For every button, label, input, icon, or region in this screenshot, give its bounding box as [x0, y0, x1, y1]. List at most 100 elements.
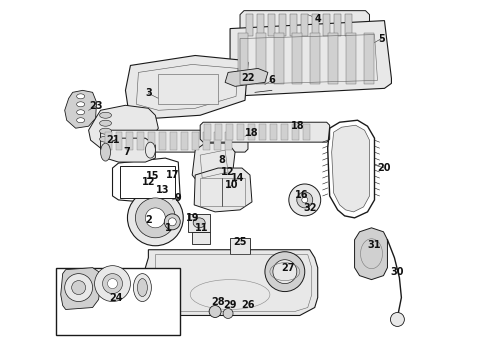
Bar — [204, 124, 211, 140]
Circle shape — [302, 197, 308, 203]
Bar — [56, 268, 180, 336]
Polygon shape — [332, 125, 369, 212]
Text: 4: 4 — [315, 14, 321, 24]
Circle shape — [72, 280, 86, 294]
Ellipse shape — [133, 274, 151, 302]
Bar — [328, 32, 338, 84]
Bar — [203, 132, 210, 150]
Bar — [256, 32, 266, 84]
Bar — [238, 32, 248, 84]
Text: 29: 29 — [223, 300, 237, 310]
Text: 7: 7 — [123, 147, 130, 157]
Text: 11: 11 — [196, 223, 209, 233]
Bar — [225, 132, 232, 150]
Bar — [257, 14, 264, 36]
Text: 10: 10 — [225, 180, 239, 190]
Text: 23: 23 — [89, 101, 102, 111]
Text: 2: 2 — [145, 215, 152, 225]
Bar — [310, 32, 319, 84]
Bar — [268, 14, 275, 36]
Circle shape — [223, 309, 233, 319]
Polygon shape — [100, 130, 248, 152]
Text: 30: 30 — [391, 267, 404, 276]
Text: 1: 1 — [165, 223, 172, 233]
Bar — [116, 132, 122, 150]
Bar — [344, 14, 352, 36]
Ellipse shape — [190, 280, 270, 310]
Polygon shape — [225, 68, 268, 86]
Text: 19: 19 — [185, 213, 199, 223]
Text: 3: 3 — [145, 88, 152, 98]
Polygon shape — [200, 122, 330, 142]
Text: 25: 25 — [233, 237, 247, 247]
Bar — [237, 124, 244, 140]
Bar — [259, 124, 266, 140]
Ellipse shape — [76, 110, 85, 115]
Polygon shape — [355, 228, 388, 280]
Circle shape — [164, 214, 180, 230]
Text: 26: 26 — [241, 300, 255, 310]
Text: 17: 17 — [166, 170, 179, 180]
Bar — [214, 132, 221, 150]
Bar — [323, 14, 330, 36]
Text: 27: 27 — [281, 263, 294, 273]
Text: 24: 24 — [109, 293, 122, 302]
Bar — [192, 232, 210, 244]
Bar — [292, 32, 302, 84]
Polygon shape — [192, 143, 235, 188]
Text: 9: 9 — [175, 193, 182, 203]
Circle shape — [289, 184, 321, 216]
Bar — [121, 166, 175, 198]
Ellipse shape — [99, 120, 112, 126]
Ellipse shape — [99, 136, 112, 142]
Text: 12: 12 — [142, 177, 155, 187]
Text: 18: 18 — [245, 128, 259, 138]
Bar — [270, 124, 277, 140]
Ellipse shape — [99, 128, 112, 134]
Bar — [230, 238, 250, 254]
Circle shape — [297, 192, 313, 208]
Polygon shape — [61, 268, 100, 310]
Text: 28: 28 — [211, 297, 225, 306]
Polygon shape — [105, 138, 155, 162]
Circle shape — [65, 274, 93, 302]
Polygon shape — [230, 21, 392, 96]
Text: 14: 14 — [231, 173, 245, 183]
Bar — [181, 132, 188, 150]
Text: 15: 15 — [146, 171, 159, 181]
Circle shape — [391, 312, 404, 327]
Bar — [292, 124, 299, 140]
Bar — [279, 14, 286, 36]
Ellipse shape — [76, 118, 85, 123]
Circle shape — [209, 306, 221, 318]
Bar — [126, 132, 133, 150]
Bar — [290, 14, 297, 36]
Ellipse shape — [193, 218, 205, 228]
Text: 32: 32 — [303, 203, 317, 213]
Bar — [312, 14, 318, 36]
Polygon shape — [240, 11, 369, 39]
Bar — [364, 32, 373, 84]
Text: 8: 8 — [219, 155, 225, 165]
Bar — [301, 14, 308, 36]
Bar — [192, 132, 199, 150]
Ellipse shape — [100, 143, 111, 161]
Polygon shape — [146, 250, 318, 315]
Polygon shape — [113, 158, 180, 204]
Circle shape — [146, 208, 165, 228]
Bar — [345, 32, 356, 84]
Bar — [158, 75, 218, 104]
Circle shape — [95, 266, 130, 302]
Bar — [226, 124, 233, 140]
Bar — [171, 132, 177, 150]
Circle shape — [127, 190, 183, 246]
Text: 16: 16 — [295, 190, 309, 200]
Text: 13: 13 — [155, 185, 169, 195]
Bar — [200, 178, 245, 206]
Ellipse shape — [146, 142, 155, 158]
Circle shape — [168, 218, 176, 226]
Bar — [137, 132, 145, 150]
Bar — [334, 14, 341, 36]
Bar — [246, 14, 253, 36]
Bar — [248, 124, 255, 140]
